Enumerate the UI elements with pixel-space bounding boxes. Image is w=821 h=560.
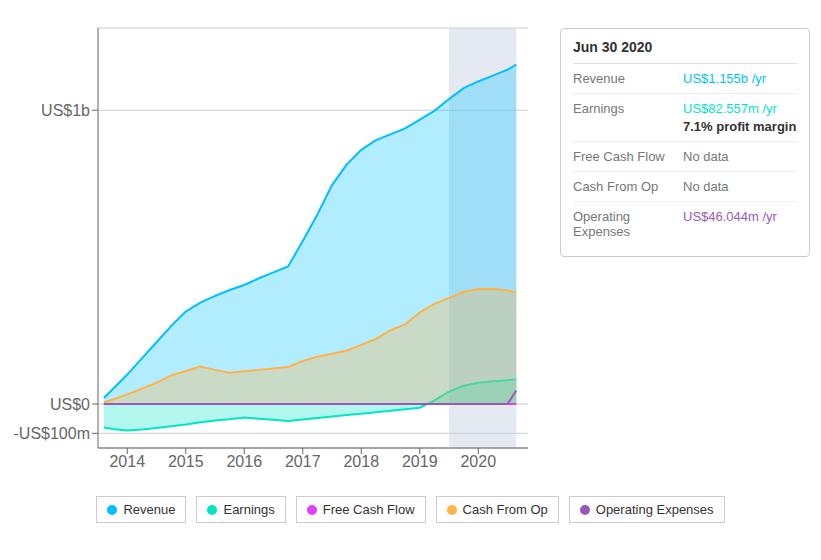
html-text:US$46.044m /yr: US$46.044m /yr	[683, 209, 777, 224]
svg-text:US$0: US$0	[50, 396, 90, 413]
html-text:Revenue: Revenue	[573, 71, 625, 86]
html-text:Free Cash Flow: Free Cash Flow	[322, 502, 415, 517]
html-text:Operating Expenses: Operating Expenses	[573, 209, 631, 239]
svg-text:2014: 2014	[109, 453, 145, 470]
html-text:Cash From Op: Cash From Op	[462, 502, 548, 517]
html-text:Earnings: Earnings	[223, 502, 275, 517]
html-text:Jun 30 2020: Jun 30 2020	[573, 39, 653, 55]
svg-text:US$1b: US$1b	[41, 102, 90, 119]
html-text:US$1.155b /yr: US$1.155b /yr	[683, 71, 767, 86]
html-text:Free Cash Flow: Free Cash Flow	[573, 149, 665, 164]
svg-text:-US$100m: -US$100m	[14, 425, 90, 442]
svg-text:2016: 2016	[226, 453, 262, 470]
html-text:Cash From Op: Cash From Op	[573, 179, 659, 194]
html-text:No data: No data	[683, 179, 729, 194]
html-text:Earnings: Earnings	[573, 101, 625, 116]
svg-text:2015: 2015	[168, 453, 204, 470]
html-text:Operating Expenses: Operating Expenses	[595, 502, 714, 517]
svg-text:2018: 2018	[343, 453, 379, 470]
html-text:7.1% profit margin: 7.1% profit margin	[683, 119, 797, 134]
svg-text:2017: 2017	[285, 453, 321, 470]
html-text:Revenue: Revenue	[123, 502, 176, 517]
html-text:No data: No data	[683, 149, 729, 164]
html-text:US$82.557m /yr: US$82.557m /yr	[683, 101, 777, 116]
svg-text:2019: 2019	[402, 453, 438, 470]
svg-text:2020: 2020	[460, 453, 496, 470]
